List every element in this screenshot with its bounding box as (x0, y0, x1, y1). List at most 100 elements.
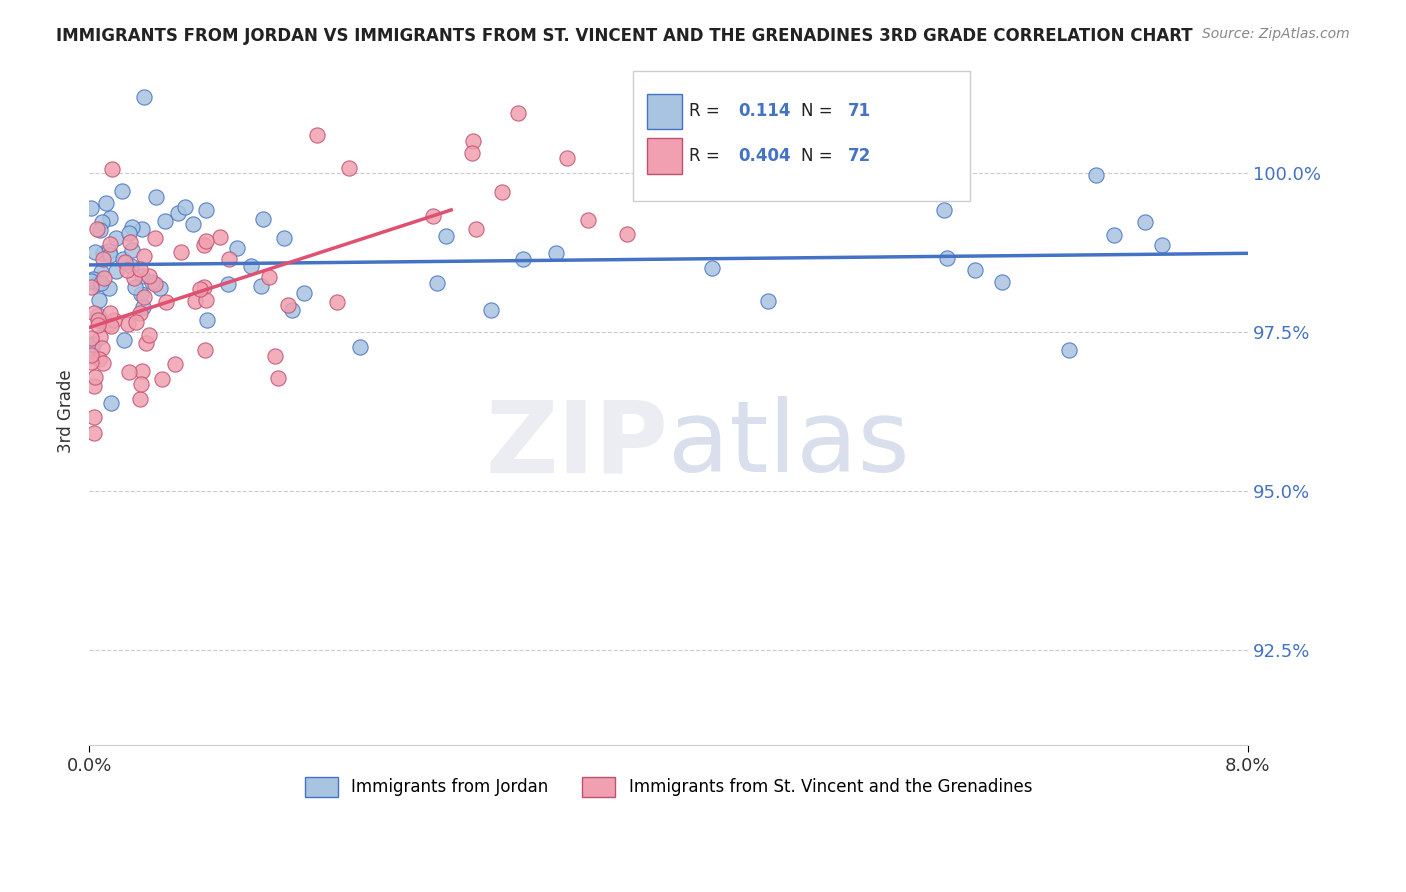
Point (257, 270, 280, 285)
Point (273, 231, 295, 245)
Text: R =: R = (689, 147, 725, 165)
Point (103, 313, 125, 327)
Point (83, 378, 105, 392)
Point (195, 293, 218, 307)
Point (90, 265, 112, 279)
Text: atlas: atlas (668, 396, 910, 493)
Point (114, 255, 136, 269)
Point (616, 227, 638, 242)
Point (129, 287, 152, 301)
Point (194, 202, 217, 217)
Point (167, 206, 190, 220)
Point (79, 201, 101, 215)
Point (84, 369, 107, 384)
Point (125, 315, 148, 329)
Point (86, 222, 108, 236)
Point (217, 277, 239, 291)
Point (87, 313, 110, 327)
Point (129, 377, 152, 392)
Point (118, 226, 141, 240)
Point (98, 244, 121, 258)
Point (87, 293, 110, 307)
Point (1102, 227, 1125, 242)
Y-axis label: 3rd Grade: 3rd Grade (58, 369, 75, 453)
Point (97, 318, 120, 332)
Point (98, 211, 121, 226)
Point (756, 294, 779, 309)
Point (100, 396, 122, 410)
Point (132, 89, 155, 103)
Point (87, 318, 110, 332)
Point (934, 203, 956, 218)
Point (87, 271, 110, 285)
Point (117, 317, 139, 331)
Point (173, 200, 195, 214)
Point (508, 106, 530, 120)
Point (181, 217, 204, 231)
Point (112, 333, 135, 347)
Text: ZIP: ZIP (485, 396, 668, 493)
Point (209, 229, 232, 244)
Text: Source: ZipAtlas.com: Source: ZipAtlas.com (1202, 27, 1350, 41)
Point (84, 245, 107, 260)
Point (131, 269, 153, 284)
Point (124, 280, 146, 294)
Point (426, 276, 449, 290)
Point (129, 392, 152, 406)
Point (150, 371, 173, 385)
Point (963, 263, 986, 277)
Point (512, 252, 534, 266)
Point (267, 370, 290, 384)
Point (82, 272, 104, 286)
Point (131, 221, 153, 235)
Point (91, 341, 114, 355)
Point (337, 161, 360, 176)
Point (101, 162, 124, 177)
Point (91, 252, 114, 266)
Point (479, 302, 502, 317)
Point (135, 335, 157, 350)
Point (98, 237, 121, 252)
Point (79, 355, 101, 369)
Point (89, 330, 111, 344)
Point (79, 280, 101, 294)
Point (82, 338, 104, 352)
Point (576, 212, 599, 227)
Point (87, 308, 110, 322)
Point (98, 281, 121, 295)
Point (120, 235, 142, 249)
Point (165, 357, 187, 371)
Point (83, 409, 105, 424)
Point (129, 261, 152, 276)
Point (544, 245, 567, 260)
Point (132, 249, 155, 263)
Point (250, 279, 273, 293)
Point (193, 238, 215, 252)
Point (240, 259, 263, 273)
Point (91, 245, 114, 260)
Point (118, 365, 141, 379)
Point (1085, 168, 1108, 182)
Point (131, 364, 153, 378)
Point (80, 337, 103, 351)
Text: IMMIGRANTS FROM JORDAN VS IMMIGRANTS FROM ST. VINCENT AND THE GRENADINES 3RD GRA: IMMIGRANTS FROM JORDAN VS IMMIGRANTS FRO… (56, 27, 1192, 45)
Point (305, 128, 328, 142)
Point (117, 263, 139, 277)
Point (132, 300, 155, 314)
Point (422, 209, 444, 223)
Point (557, 152, 579, 166)
Point (226, 241, 249, 255)
Point (80, 274, 103, 288)
Point (90, 276, 112, 290)
Text: 72: 72 (848, 147, 872, 165)
Point (83, 425, 105, 440)
Point (149, 280, 172, 294)
Point (121, 219, 143, 234)
Point (700, 260, 723, 275)
Point (87, 351, 110, 366)
Point (143, 277, 166, 291)
Text: 0.404: 0.404 (738, 147, 790, 165)
Point (138, 328, 160, 343)
Point (188, 282, 211, 296)
Legend: Immigrants from Jordan, Immigrants from St. Vincent and the Grenadines: Immigrants from Jordan, Immigrants from … (298, 770, 1039, 804)
